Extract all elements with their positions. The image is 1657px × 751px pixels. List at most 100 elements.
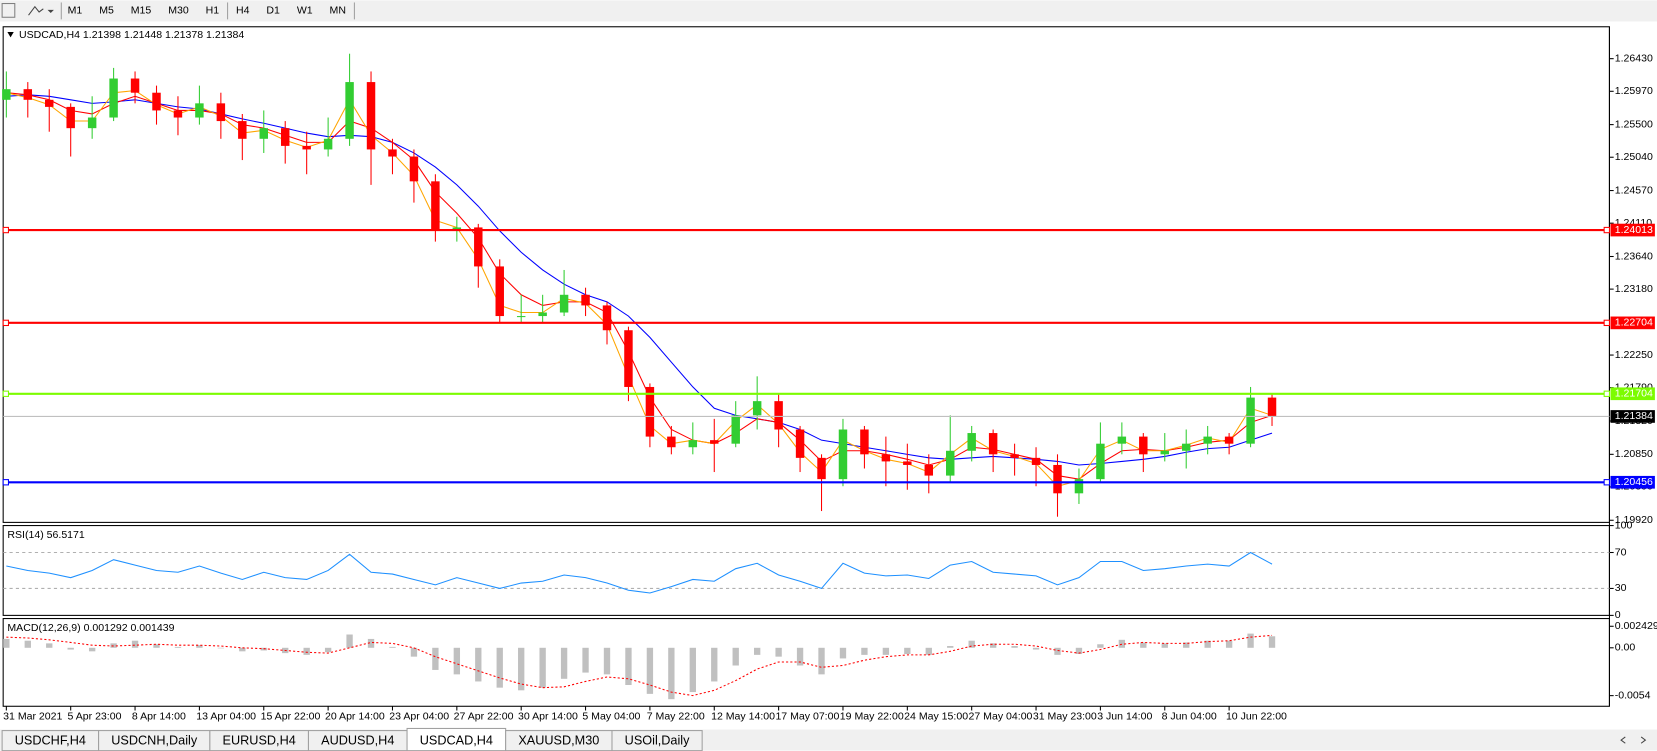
candle-body — [302, 145, 311, 150]
macd-histogram-bar — [367, 638, 375, 648]
rsi-line — [6, 551, 1273, 594]
candle-body — [881, 454, 891, 462]
x-tick-label: 12 May 14:00 — [711, 711, 775, 723]
candle-body — [130, 78, 140, 93]
candle-body — [667, 436, 676, 448]
candle-body — [1096, 443, 1105, 480]
candle-body — [109, 78, 118, 118]
y-tick-label: 1.23180 — [1615, 283, 1653, 295]
timeframe-button[interactable]: H1 — [206, 5, 220, 17]
level-handle[interactable] — [1603, 226, 1610, 234]
tab-label[interactable]: USDCAD,H4 — [420, 733, 493, 747]
candle-body — [516, 316, 526, 318]
timeframe-button[interactable]: D1 — [266, 5, 280, 17]
y-tick-label: 1.25040 — [1615, 151, 1653, 163]
candle-body — [1139, 436, 1148, 455]
candle-body — [409, 156, 419, 182]
macd-histogram-bar — [3, 638, 10, 648]
x-tick-label: 20 Apr 14:00 — [325, 711, 385, 723]
candle-body — [795, 429, 805, 458]
scroll-left[interactable] — [1620, 736, 1626, 744]
level-handle[interactable] — [2, 479, 9, 486]
timeframe-button[interactable]: MN — [330, 5, 346, 17]
level-handle[interactable] — [2, 390, 9, 397]
macd-histogram-bar — [625, 647, 632, 686]
candle-body — [87, 117, 97, 129]
macd-histogram-bar — [475, 647, 482, 682]
y-tick-label: 0.00 — [1615, 642, 1636, 654]
x-tick-label: 23 Apr 04:00 — [389, 711, 449, 723]
candle-body — [538, 312, 547, 317]
current-price-box — [1610, 410, 1655, 423]
toolbar — [0, 0, 1657, 22]
candle-body — [23, 89, 33, 100]
candle-body — [1010, 454, 1019, 458]
x-tick-label: 31 May 23:00 — [1033, 711, 1097, 723]
macd-histogram-bar — [882, 647, 890, 655]
timeframe-button[interactable]: M5 — [99, 5, 114, 17]
macd-histogram-bar — [1204, 640, 1211, 648]
candle-body — [238, 121, 247, 139]
macd-histogram-bar — [346, 634, 353, 648]
toolbar-icon[interactable] — [28, 5, 44, 16]
macd-histogram-bar — [1161, 643, 1168, 648]
x-tick-label: 5 May 04:00 — [582, 711, 640, 723]
timeframe-button[interactable]: M30 — [168, 5, 189, 17]
candle-body — [366, 82, 376, 150]
candle-body — [731, 415, 740, 444]
candle-body — [967, 433, 976, 451]
candle-body — [924, 464, 934, 476]
level-handle[interactable] — [1603, 319, 1610, 327]
macd-histogram-bar — [1183, 642, 1190, 648]
candle-body — [1031, 457, 1041, 465]
y-tick-label: 1.20850 — [1615, 448, 1653, 460]
x-tick-label: 8 Apr 14:00 — [132, 711, 186, 723]
level-price-label: 1.20456 — [1615, 476, 1653, 488]
macd-title: MACD(12,26,9) 0.001292 0.001439 — [7, 622, 174, 634]
scroll-right[interactable] — [1640, 736, 1647, 744]
macd-histogram-bar — [775, 647, 782, 657]
candle-body — [817, 457, 826, 480]
tab-label[interactable]: EURUSD,H4 — [223, 733, 296, 747]
candle-body — [195, 103, 204, 118]
candle-body — [388, 149, 397, 157]
macd-histogram-bar — [1247, 633, 1254, 648]
timeframe-button[interactable]: M1 — [68, 5, 83, 17]
level-price-label: 1.24013 — [1615, 224, 1653, 236]
level-handle[interactable] — [2, 226, 9, 234]
y-tick-label: 70 — [1615, 546, 1627, 558]
timeframe-button[interactable]: M15 — [131, 5, 152, 17]
candle-body — [1246, 397, 1255, 444]
current-price-label: 1.21384 — [1615, 410, 1653, 422]
candle-body — [474, 227, 483, 267]
level-handle[interactable] — [1603, 479, 1610, 486]
chart-menu-triangle[interactable] — [7, 32, 14, 38]
timeframe-button[interactable]: W1 — [297, 5, 313, 17]
candle-body — [903, 461, 912, 465]
macd-histogram-bar — [925, 647, 932, 655]
candle-body — [152, 92, 161, 111]
macd-histogram-bar — [818, 647, 825, 675]
tab-label[interactable]: AUDUSD,H4 — [321, 733, 394, 747]
macd-histogram-bar — [1225, 640, 1233, 648]
tab-label[interactable]: USDCHF,H4 — [15, 733, 86, 747]
timeframe-bar: M1 M5 M15 M30 H1 H4 D1 W1 MN — [60, 2, 355, 20]
tab-label[interactable]: USDCNH,Daily — [111, 733, 198, 747]
level-handle[interactable] — [1603, 390, 1610, 397]
candle-body — [495, 266, 504, 317]
tab-label[interactable]: XAUUSD,M30 — [518, 733, 599, 747]
level-handle[interactable] — [2, 319, 9, 327]
candle-body — [66, 106, 75, 129]
candle-body — [173, 110, 183, 118]
y-tick-label: 1.22250 — [1615, 349, 1653, 361]
macd-histogram-bar — [453, 647, 461, 675]
tab-label[interactable]: USOil,Daily — [625, 733, 690, 747]
macd-histogram-bar — [410, 647, 418, 657]
candle-body — [1181, 443, 1191, 451]
macd-histogram-bar — [968, 640, 975, 648]
macd-histogram-bar — [989, 643, 997, 648]
x-tick-label: 30 Apr 14:00 — [518, 711, 578, 723]
toolbar-icon[interactable] — [1, 2, 16, 18]
timeframe-button[interactable]: H4 — [236, 5, 250, 17]
toolbar-dropdown[interactable] — [47, 9, 54, 14]
